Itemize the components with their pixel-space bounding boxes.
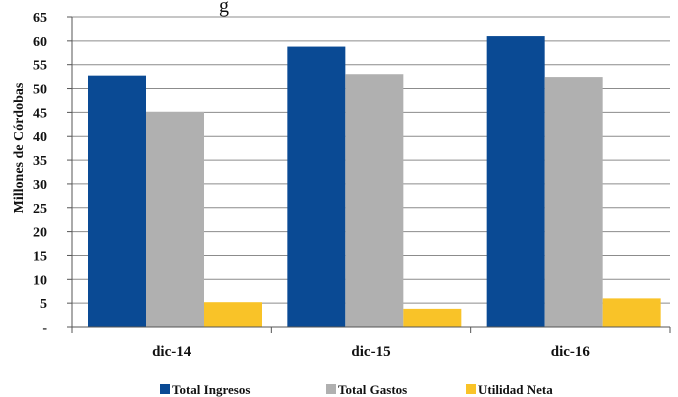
y-tick-label: 50 bbox=[33, 83, 47, 98]
x-category-labels: dic-14 dic-15 dic-16 bbox=[152, 344, 590, 360]
legend-swatch bbox=[160, 384, 170, 394]
y-tick-label: 20 bbox=[33, 226, 47, 241]
x-category-label: dic-15 bbox=[351, 344, 390, 360]
chart-title-fragment: g bbox=[219, 0, 229, 17]
y-tick-label: 10 bbox=[33, 273, 47, 288]
y-axis-label: Millones de Córdobas bbox=[12, 82, 27, 213]
legend-label: Total Gastos bbox=[338, 382, 407, 397]
y-tick-label: 40 bbox=[33, 130, 47, 145]
legend-label: Utilidad Neta bbox=[478, 382, 553, 397]
bar-utilidad-neta-dic-16 bbox=[602, 298, 661, 327]
bar-total-gastos-dic-14 bbox=[146, 111, 204, 328]
y-tick-labels: - 5 10 15 20 25 30 35 40 45 50 55 60 65 bbox=[33, 11, 47, 336]
bar-total-ingresos-dic-15 bbox=[287, 46, 346, 328]
y-tick-label: 60 bbox=[33, 35, 47, 50]
bar-utilidad-neta-dic-14 bbox=[204, 302, 262, 327]
bar-utilidad-neta-dic-15 bbox=[403, 308, 462, 327]
y-tick-label: 55 bbox=[33, 59, 47, 74]
bar-total-ingresos-dic-14 bbox=[88, 75, 146, 328]
legend-swatch bbox=[326, 384, 336, 394]
y-tick-label: 35 bbox=[33, 154, 47, 169]
x-category-label: dic-14 bbox=[152, 344, 192, 360]
y-tick-label: 25 bbox=[33, 202, 47, 217]
y-tick-label: - bbox=[42, 321, 47, 336]
bar-total-gastos-dic-16 bbox=[544, 77, 603, 327]
axes bbox=[67, 16, 671, 333]
legend-swatch bbox=[466, 384, 476, 394]
y-tick-label: 5 bbox=[40, 297, 47, 312]
bars bbox=[88, 36, 661, 328]
y-tick-label: 30 bbox=[33, 178, 47, 193]
legend-label: Total Ingresos bbox=[172, 382, 250, 397]
y-tick-label: 15 bbox=[33, 249, 47, 264]
y-tick-label: 45 bbox=[33, 106, 47, 121]
bar-total-gastos-dic-15 bbox=[345, 74, 404, 327]
legend: Total Ingresos Total Gastos Utilidad Neta bbox=[160, 382, 553, 397]
y-tick-label: 65 bbox=[33, 11, 47, 26]
x-category-label: dic-16 bbox=[551, 344, 591, 360]
bar-total-ingresos-dic-16 bbox=[486, 36, 545, 327]
